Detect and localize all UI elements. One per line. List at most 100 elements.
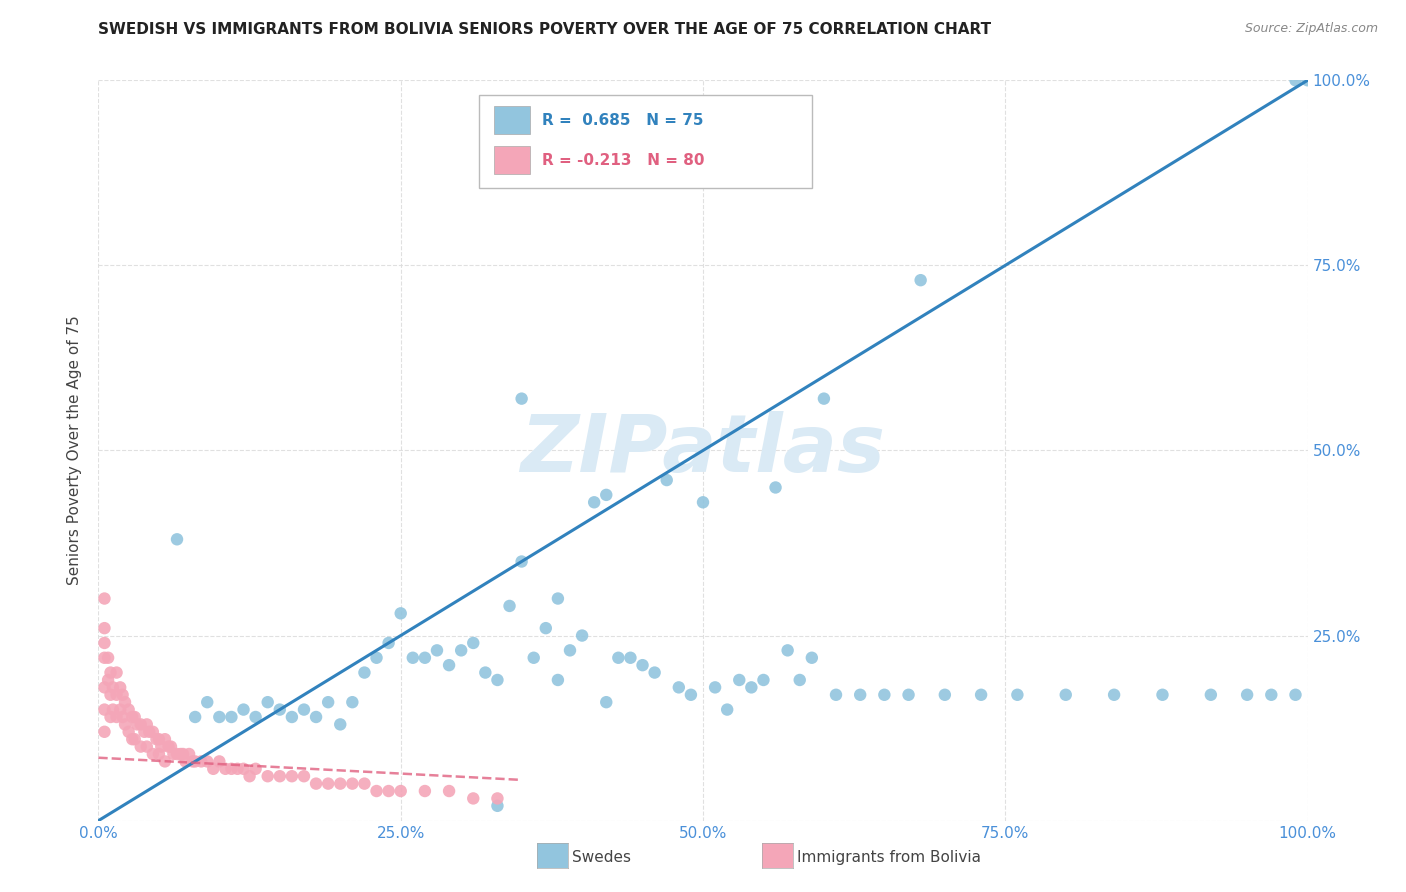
Point	[426, 643, 449, 657]
Point	[256, 695, 278, 709]
Point	[800, 650, 823, 665]
Point	[547, 673, 569, 687]
Point	[679, 688, 702, 702]
Point	[595, 695, 617, 709]
Point	[849, 688, 872, 702]
Point	[547, 591, 569, 606]
Point	[668, 681, 690, 695]
Bar	[494, 146, 530, 174]
Point	[558, 643, 581, 657]
Point	[214, 762, 236, 776]
Point	[177, 747, 201, 761]
Point	[1054, 688, 1077, 702]
Point	[174, 755, 197, 769]
Point	[970, 688, 993, 702]
Point	[534, 621, 557, 635]
Point	[813, 392, 835, 406]
Point	[934, 688, 956, 702]
Text: Source: ZipAtlas.com: Source: ZipAtlas.com	[1244, 22, 1378, 36]
Point	[825, 688, 848, 702]
Point	[114, 695, 136, 709]
Point	[789, 673, 811, 687]
Point	[150, 739, 173, 754]
Point	[281, 710, 304, 724]
Point	[134, 724, 156, 739]
Point	[166, 747, 188, 761]
Point	[190, 755, 212, 769]
Point	[124, 732, 146, 747]
Point	[93, 621, 115, 635]
Text: R =  0.685   N = 75: R = 0.685 N = 75	[543, 112, 703, 128]
Point	[184, 755, 207, 769]
Point	[111, 688, 134, 702]
Text: Swedes: Swedes	[572, 850, 631, 864]
Point	[305, 710, 328, 724]
Point	[583, 495, 606, 509]
Point	[153, 732, 176, 747]
Point	[316, 695, 339, 709]
Point	[138, 724, 160, 739]
Point	[366, 784, 388, 798]
Point	[135, 717, 157, 731]
Point	[101, 681, 124, 695]
Point	[1296, 73, 1319, 87]
Point	[245, 762, 267, 776]
Text: ZIPatlas: ZIPatlas	[520, 411, 886, 490]
Point	[118, 703, 141, 717]
Point	[377, 636, 399, 650]
Text: R = -0.213   N = 80: R = -0.213 N = 80	[543, 153, 704, 168]
Point	[121, 732, 143, 747]
Point	[486, 791, 509, 805]
Point	[129, 739, 152, 754]
Point	[389, 784, 412, 798]
Point	[208, 710, 231, 724]
Point	[118, 724, 141, 739]
Point	[910, 273, 932, 287]
Point	[142, 724, 165, 739]
Point	[195, 755, 218, 769]
Point	[184, 710, 207, 724]
Point	[353, 665, 375, 680]
Bar	[494, 106, 530, 135]
Point	[153, 755, 176, 769]
Point	[486, 798, 509, 813]
Point	[305, 776, 328, 791]
Point	[239, 769, 262, 783]
Point	[765, 480, 787, 494]
Point	[232, 762, 254, 776]
Point	[342, 695, 364, 709]
Point	[127, 717, 149, 731]
Point	[93, 724, 115, 739]
Point	[437, 658, 460, 673]
Point	[329, 717, 352, 731]
Point	[148, 732, 170, 747]
Point	[100, 688, 122, 702]
Point	[752, 673, 775, 687]
Point	[93, 681, 115, 695]
Point	[463, 636, 485, 650]
Point	[1102, 688, 1125, 702]
Point	[221, 762, 243, 776]
Point	[1284, 73, 1306, 87]
Point	[740, 681, 762, 695]
Point	[93, 591, 115, 606]
Point	[776, 643, 799, 657]
Point	[1199, 688, 1222, 702]
Point	[342, 776, 364, 791]
Point	[1236, 688, 1258, 702]
Point	[142, 747, 165, 761]
Point	[97, 650, 120, 665]
Point	[124, 710, 146, 724]
Point	[1284, 688, 1306, 702]
Point	[101, 703, 124, 717]
Point	[607, 650, 630, 665]
Point	[97, 673, 120, 687]
Point	[655, 473, 678, 487]
Point	[413, 650, 436, 665]
Point	[100, 665, 122, 680]
Point	[704, 681, 727, 695]
Point	[595, 488, 617, 502]
Text: Immigrants from Bolivia: Immigrants from Bolivia	[797, 850, 981, 864]
Point	[474, 665, 496, 680]
Y-axis label: Seniors Poverty Over the Age of 75: Seniors Poverty Over the Age of 75	[66, 316, 82, 585]
